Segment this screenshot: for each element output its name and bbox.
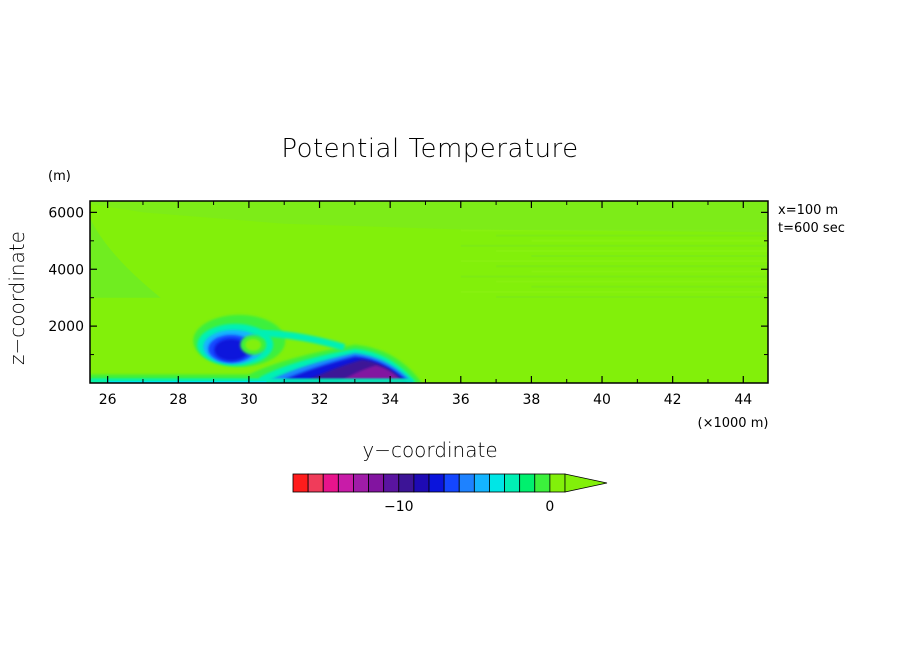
colorbar-swatch <box>337 473 354 493</box>
colorbar-swatch <box>322 473 339 493</box>
colorbar-swatch <box>549 473 566 493</box>
x-tick-label: 28 <box>169 392 187 408</box>
y-tick-label: 4000 <box>48 262 84 278</box>
field-striation <box>496 234 768 237</box>
field-striation <box>496 249 768 252</box>
colorbar-swatch <box>428 473 445 493</box>
x-axis-label: y−coordinate <box>362 438 497 462</box>
colorbar: −10 0 <box>292 473 608 515</box>
field-striation <box>531 255 768 258</box>
y-tick-label: 2000 <box>48 319 84 335</box>
colorbar-swatch <box>458 473 475 493</box>
vortex-core-gap-inner <box>245 338 262 351</box>
colorbar-swatch <box>534 473 551 493</box>
y-unit-label: (m) <box>48 169 71 184</box>
y-tick-label: 6000 <box>48 205 84 221</box>
field-striation <box>496 280 768 283</box>
field-layer <box>90 201 768 383</box>
colorbar-swatch <box>353 473 369 493</box>
x-axis: 26 28 30 32 34 36 38 40 42 44 <box>99 201 752 408</box>
x-tick-label: 40 <box>593 392 611 408</box>
field-striation <box>460 290 768 293</box>
x-tick-label: 44 <box>734 392 752 408</box>
x-unit-label: (×1000 m) <box>698 416 769 431</box>
field-striation <box>460 260 768 263</box>
surface-layer-core <box>107 381 267 383</box>
annotation-time: t=600 sec <box>778 221 845 236</box>
x-tick-label: 42 <box>664 392 682 408</box>
x-tick-label: 32 <box>311 392 329 408</box>
field-striation <box>460 275 768 278</box>
x-tick-label: 30 <box>240 392 258 408</box>
annotation-x-position: x=100 m <box>778 203 838 218</box>
plot-area: 26 28 30 32 34 36 38 40 42 44 2000 4000 6000 <box>48 200 769 408</box>
colorbar-swatch <box>473 473 490 493</box>
colorbar-swatch <box>307 473 324 493</box>
colorbar-swatch <box>504 473 521 493</box>
colorbar-swatch <box>489 473 505 493</box>
vortex-contour <box>214 338 249 361</box>
field-striation <box>496 295 768 298</box>
plot-frame <box>89 200 769 384</box>
field-upper-band <box>90 201 768 233</box>
colorbar-swatch <box>398 473 415 493</box>
x-tick-label: 34 <box>381 392 399 408</box>
field-striation <box>496 265 768 268</box>
colorbar-swatch <box>368 473 385 493</box>
colorbar-swatch <box>519 473 536 493</box>
vortex-arm <box>261 329 346 351</box>
colorbar-tick-label: 0 <box>545 499 554 515</box>
field-striation <box>531 270 768 273</box>
x-tick-label: 26 <box>99 392 117 408</box>
field-striation <box>460 244 768 247</box>
colorbar-swatch <box>443 473 460 493</box>
field-striation <box>531 239 768 242</box>
surface-layer <box>90 378 412 383</box>
field-striation <box>531 285 768 288</box>
colorbar-tick-label: −10 <box>384 499 414 515</box>
colorbar-swatch <box>413 473 430 493</box>
colorbar-swatch <box>383 473 400 493</box>
chart-title: Potential Temperature <box>281 134 578 164</box>
x-tick-label: 36 <box>452 392 470 408</box>
field-left-band <box>90 218 161 298</box>
y-axis: 2000 4000 6000 <box>48 205 768 356</box>
colorbar-extend-triangle <box>564 473 608 493</box>
y-axis-label: z−coordinate <box>5 231 29 365</box>
x-tick-label: 38 <box>522 392 540 408</box>
colorbar-swatch <box>292 473 309 493</box>
